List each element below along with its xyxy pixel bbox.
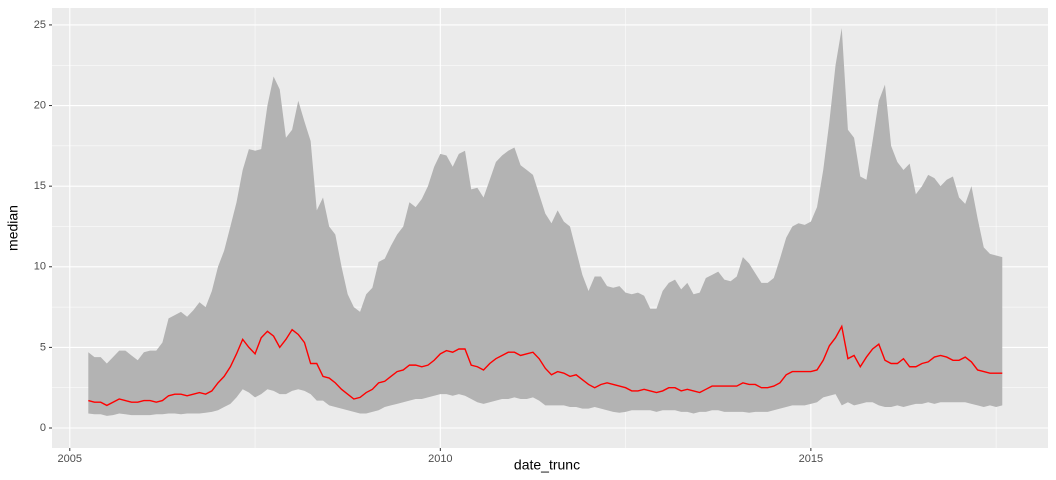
x-axis-title: date_trunc [514, 457, 580, 473]
x-tick-label: 2005 [58, 453, 82, 465]
y-tick-label: 15 [34, 180, 46, 192]
y-tick-label: 10 [34, 261, 46, 273]
x-tick-label: 2015 [799, 453, 823, 465]
x-tick-label: 2010 [428, 453, 452, 465]
y-axis-title: median [5, 205, 21, 251]
y-tick-label: 20 [34, 99, 46, 111]
ribbon [88, 28, 1003, 416]
y-tick-label: 25 [34, 19, 46, 31]
median-line [88, 324, 1003, 407]
y-tick-label: 0 [40, 422, 46, 434]
y-tick-label: 5 [40, 341, 46, 353]
